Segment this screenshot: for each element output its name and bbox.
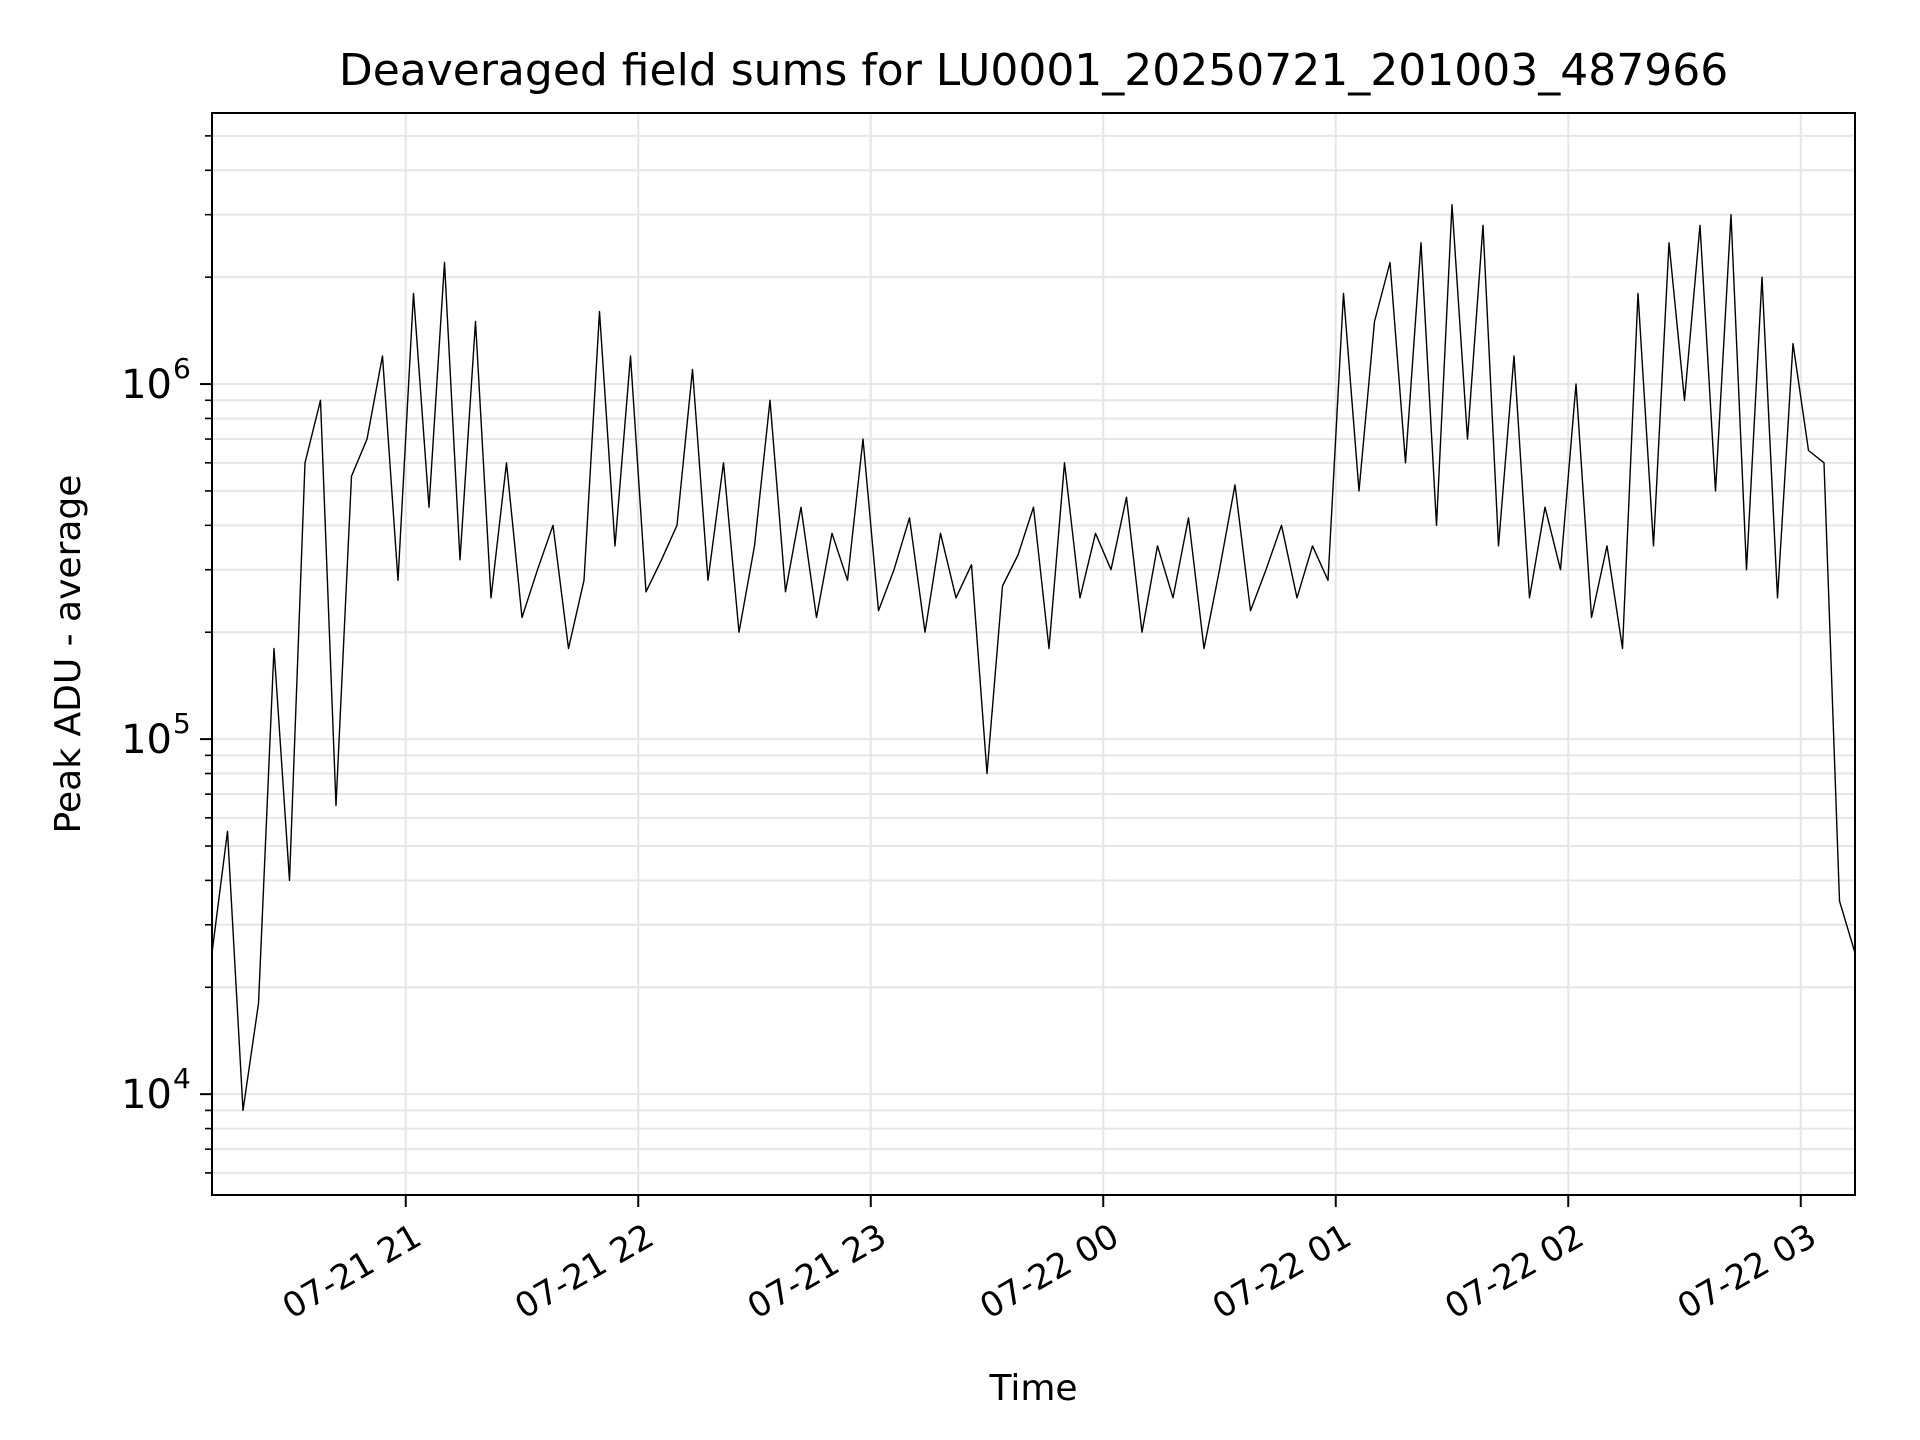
y-tick-exponent: 5 <box>173 707 191 740</box>
y-tick-label: 10 <box>121 1072 172 1118</box>
y-tick-exponent: 6 <box>173 352 191 385</box>
series-layer <box>211 203 1856 1112</box>
y-tick-exponent: 4 <box>173 1062 191 1095</box>
y-axis-label: Peak ADU - average <box>48 475 89 834</box>
series-line <box>211 203 1856 1112</box>
x-axis-label: Time <box>988 1368 1077 1409</box>
y-tick-label: 10 <box>121 362 172 408</box>
grid <box>212 113 1855 1195</box>
plot-frame <box>211 112 1856 1196</box>
chart-title: Deaveraged field sums for LU0001_2025072… <box>339 45 1728 96</box>
y-tick-label: 10 <box>121 717 172 763</box>
